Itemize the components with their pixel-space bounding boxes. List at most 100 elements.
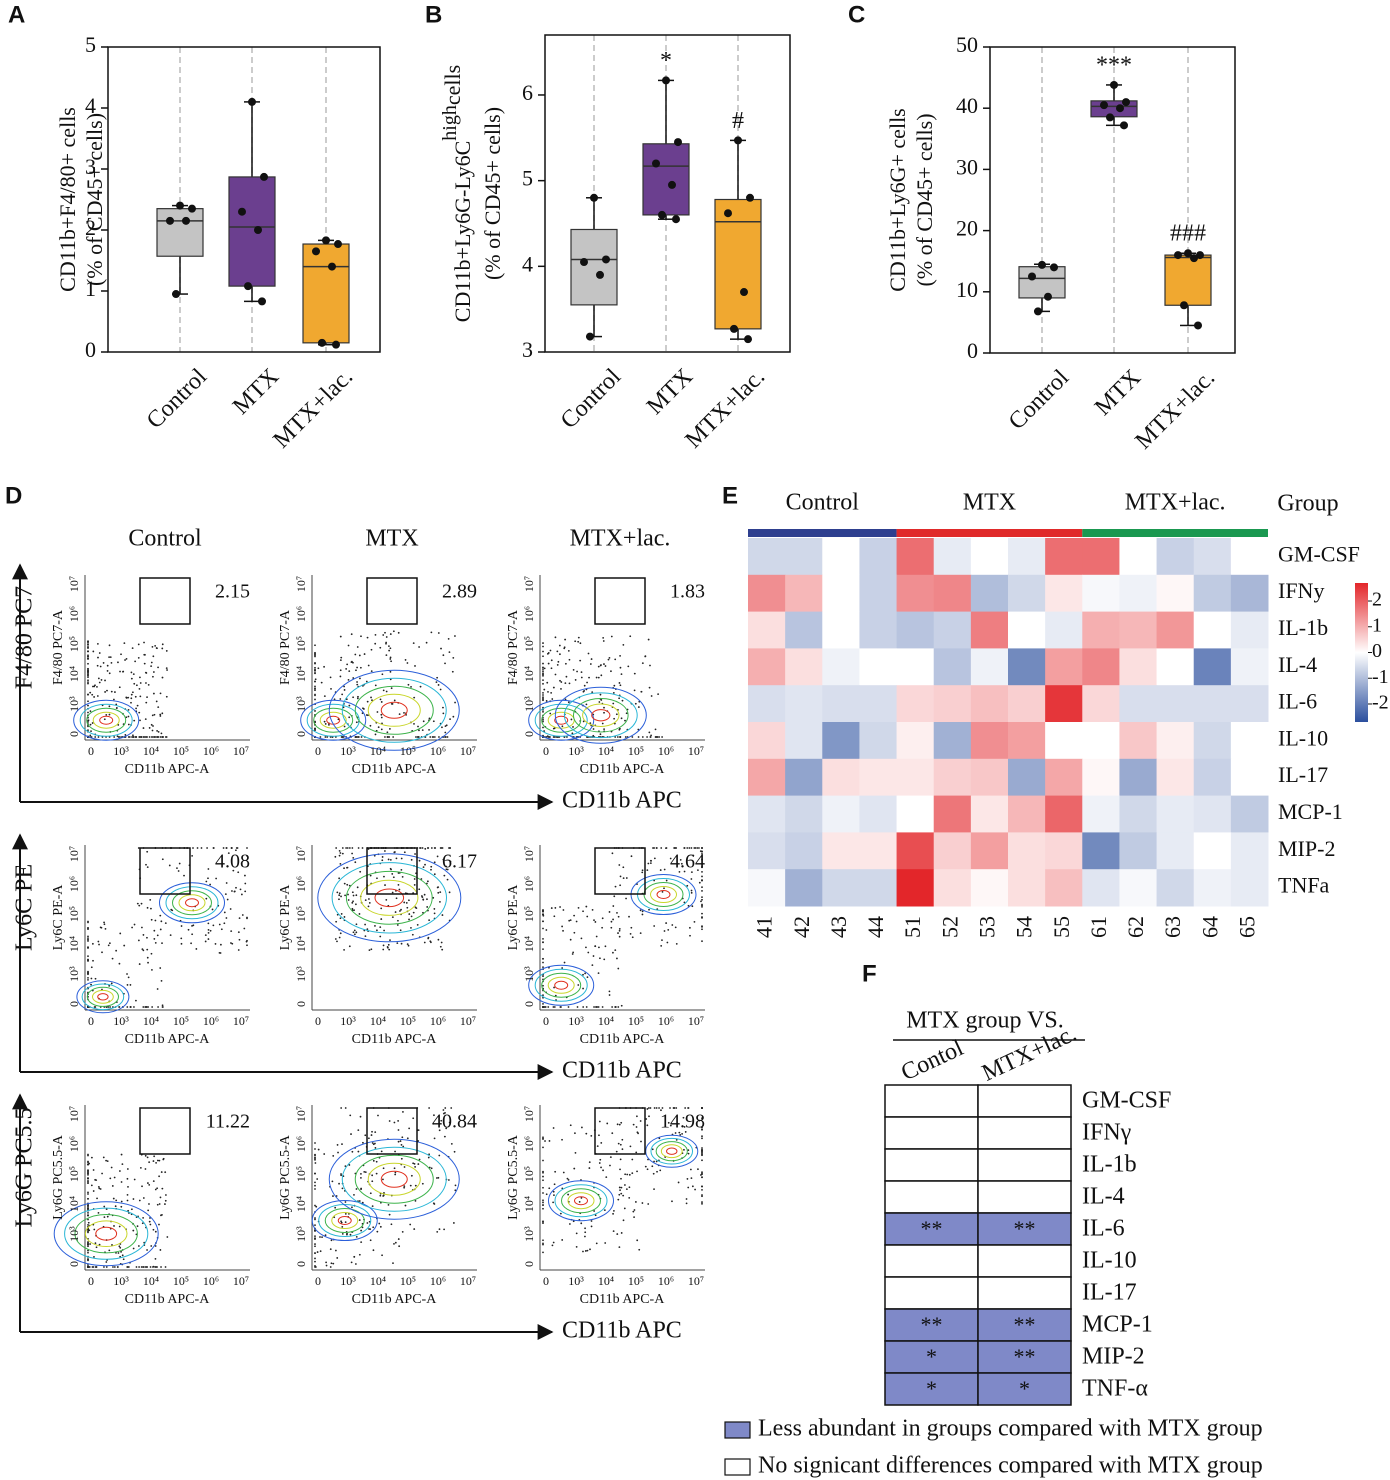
event-dot [658,1107,660,1109]
event-dot [612,905,615,907]
event-dot [433,736,436,738]
event-dot [411,933,414,936]
event-dot [684,1107,687,1109]
event-dot [653,1160,655,1163]
event-dot [352,931,355,934]
event-dot [350,1133,352,1135]
event-dot [548,1140,551,1142]
event-dot [150,907,152,910]
event-dot [156,1187,159,1190]
event-dot [542,650,544,653]
event-dot [381,859,384,862]
event-dot [436,676,439,679]
column-title: Control [128,526,202,552]
event-dot [380,701,383,703]
event-dot [161,676,164,679]
event-dot [91,722,94,724]
heat-cell [933,832,972,870]
event-dot [374,642,377,645]
row-label: IL-17 [1082,1280,1137,1306]
event-dot [358,1200,361,1202]
x-axis-label: CD11b APC [562,1058,682,1084]
event-dot [575,1232,578,1235]
x-tick-label: 10³ [340,1014,356,1028]
event-dot [160,979,163,982]
event-dot [381,673,384,676]
event-dot [380,728,383,731]
event-dot [552,1201,555,1204]
event-dot [133,1006,135,1008]
density-contour [328,669,460,751]
event-dot [369,1228,372,1231]
event-dot [599,664,602,667]
event-dot [426,906,429,908]
heat-cell [1156,832,1195,870]
y-tick-label: 10³ [294,966,308,982]
event-dot [341,847,344,849]
event-dot [177,870,180,872]
event-dot [156,1203,159,1206]
event-dot [687,904,690,907]
event-dot [577,640,580,643]
event-dot [328,723,330,726]
x-tick-label: 10⁴ [370,744,386,758]
event-dot [387,943,390,946]
event-dot [129,984,132,986]
colorbar-tick-label: 1 [1372,614,1382,636]
event-dot [542,966,544,969]
event-dot [632,1210,635,1213]
event-dot [161,643,164,646]
event-dot [374,1147,377,1149]
event-dot [147,1006,150,1008]
event-dot [592,955,595,957]
row-label: IL-4 [1278,652,1317,677]
event-dot [314,669,316,672]
event-dot [601,722,604,725]
data-point [1034,307,1042,316]
event-dot [243,927,246,930]
significance: ### [1170,221,1206,247]
event-dot [584,1235,586,1238]
event-dot [693,920,696,923]
heat-cell [1045,795,1083,833]
event-dot [353,1255,356,1258]
inner-y-label: F4/80 PC7-A [506,609,521,685]
event-dot [551,698,554,700]
event-dot [616,1123,619,1126]
event-dot [440,647,442,650]
density-contour [367,1162,421,1196]
event-dot [339,852,342,854]
event-dot [87,647,89,649]
event-dot [430,865,433,868]
column-label: 42 [789,916,814,938]
event-dot [87,668,89,670]
event-dot [160,1171,163,1173]
event-dot [154,919,157,922]
group-bar [1082,529,1268,537]
event-dot [143,662,146,665]
inner-x-label: CD11b APC-A [580,1032,666,1047]
event-dot [542,691,544,694]
event-dot [567,701,570,704]
event-dot [403,1185,406,1187]
event-dot [159,713,162,716]
event-dot [109,1177,112,1180]
event-dot [542,710,544,713]
event-dot [357,1129,360,1131]
density-contour [92,989,114,1004]
inner-y-label: Ly6G PC5.5-A [506,1134,521,1220]
column-title: MTX [365,526,418,552]
event-dot [351,847,354,849]
event-dot [569,938,572,941]
event-dot [426,898,428,901]
y-tick-label: 10⁷ [67,576,81,592]
event-dot [367,714,369,717]
event-dot [111,1244,113,1246]
inner-y-label: F4/80 PC7-A [278,609,293,685]
event-dot [422,866,425,869]
event-dot [701,1135,703,1138]
event-dot [342,736,345,738]
event-dot [314,680,316,683]
event-dot [96,664,99,667]
event-dot [154,1266,157,1268]
